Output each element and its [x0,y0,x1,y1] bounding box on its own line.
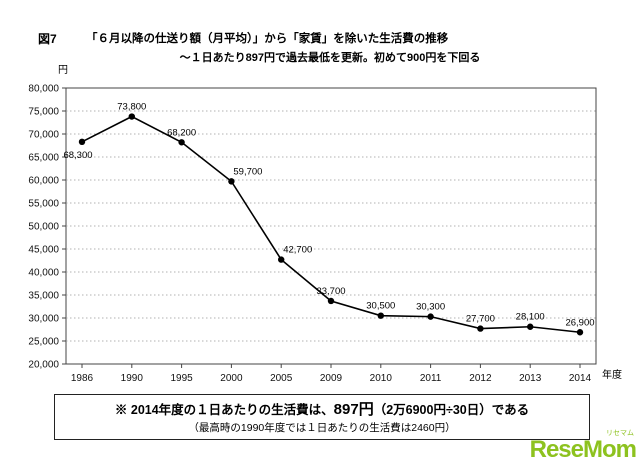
y-tick-label: 25,000 [28,337,59,348]
x-tick-label: 2000 [220,373,243,384]
point-label: 42,700 [283,245,312,256]
data-point [278,256,285,263]
x-tick-label: 2010 [370,373,393,384]
data-point [228,178,235,185]
data-point [427,313,434,320]
data-point [128,113,135,120]
footnote-box: ※ 2014年度の１日あたりの生活費は、897円（2万6900円÷30日）である… [54,394,590,440]
x-tick-label: 1990 [121,373,144,384]
point-label: 68,200 [167,127,196,138]
y-tick-label: 55,000 [28,199,59,210]
footnote-line2: （最高時の1990年度では１日あたりの生活費は2460円） [188,422,456,434]
footnote-line1-prefix: ※ 2014年度の１日あたりの生活費は、 [114,403,334,417]
y-tick-label: 45,000 [28,245,59,256]
y-tick-label: 75,000 [28,107,59,118]
x-tick-label: 2012 [469,373,492,384]
y-tick-label: 35,000 [28,291,59,302]
point-label: 59,700 [233,166,262,177]
point-label: 26,900 [565,317,594,328]
data-point [78,138,86,146]
chart-subtitle: ～１日あたり897円で過去最低を更新。初めて900円を下回る [179,52,481,64]
line-chart: 20,000 25,000 30,000 35,000 40,000 45,000 50,0… [28,84,597,384]
y-tick-label: 20,000 [28,360,59,371]
point-label: 30,300 [416,302,445,313]
resemom-logo: リセマム ReseMom [529,430,637,461]
resemom-kana-label: リセマム [606,430,634,437]
resemom-wordmark: ReseMom [529,436,637,461]
point-label: 28,100 [516,312,545,323]
figure-label: 図7 [38,32,57,46]
x-tick-label: 1986 [71,373,94,384]
data-point [477,325,484,332]
data-point [377,312,384,319]
point-label: 68,300 [63,150,92,161]
y-tick-label: 30,000 [28,314,59,325]
footnote-line1-emphasis: 897円 [333,401,374,418]
point-label: 27,700 [466,314,495,325]
chart-title: 「６月以降の仕送り額（月平均）」から「家賃」を除いた生活費の推移 [86,33,449,45]
x-tick-label: 2013 [519,373,542,384]
y-tick-label: 60,000 [28,176,59,187]
data-point [327,297,335,305]
y-tick-label: 65,000 [28,153,59,164]
data-point [576,329,584,336]
y-tick-label: 70,000 [28,130,59,141]
x-tick-label: 2011 [420,373,442,384]
point-label: 33,700 [316,286,345,297]
footnote-line1: ※ 2014年度の１日あたりの生活費は、897円（2万6900円÷30日）である [55,398,589,419]
footnote-line1-suffix: （2万6900円÷30日）である [373,403,530,417]
y-axis-unit-label: 円 [58,65,68,76]
point-label: 30,500 [366,301,395,312]
x-axis-unit-label: 年度 [602,370,622,381]
y-tick-label: 40,000 [28,268,59,279]
data-point [527,323,534,330]
point-label: 73,800 [117,102,146,113]
x-tick-label: 2014 [569,373,592,384]
x-tick-label: 2005 [270,373,293,384]
x-tick-label: 1995 [170,373,193,384]
data-point [178,139,185,146]
y-tick-label: 50,000 [28,222,59,233]
y-tick-label: 80,000 [28,84,59,95]
x-tick-label: 2009 [320,373,343,384]
